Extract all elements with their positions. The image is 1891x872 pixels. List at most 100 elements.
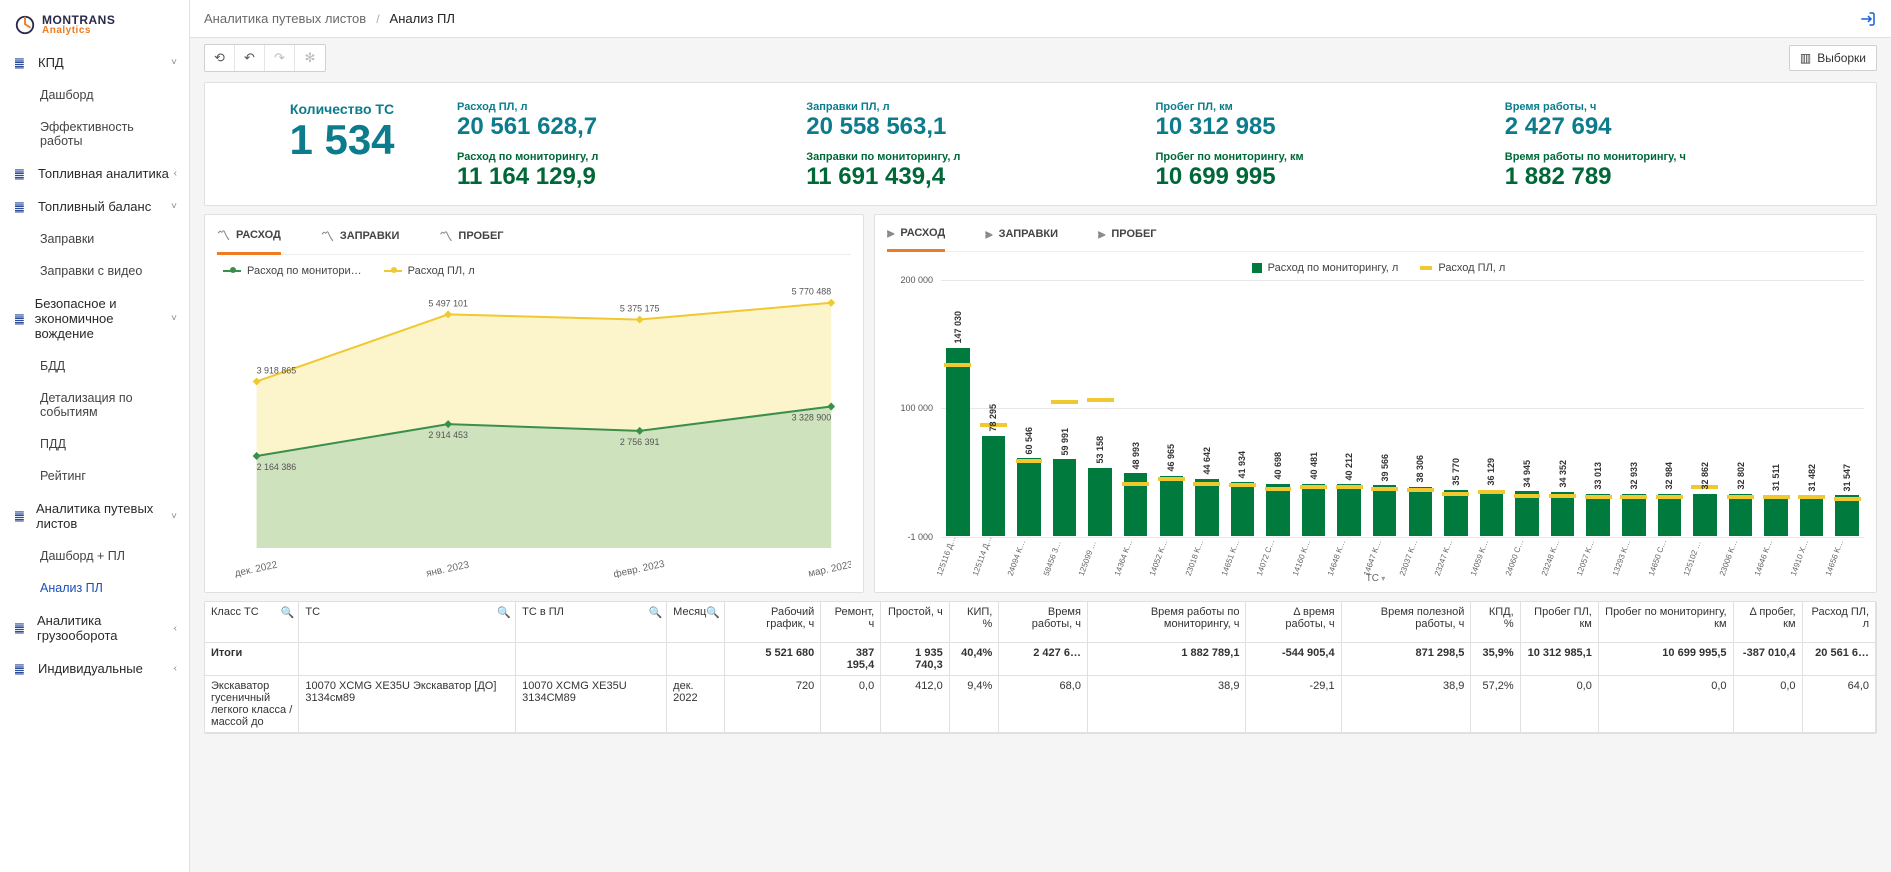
legend-item[interactable]: Расход по монитори…	[223, 265, 362, 277]
bar[interactable]	[1622, 494, 1646, 536]
nav-item[interactable]: Дашборд + ПЛ	[0, 540, 189, 572]
table-header[interactable]: Месяц🔍	[667, 602, 725, 642]
search-icon[interactable]: 🔍	[648, 606, 662, 619]
nav-item[interactable]: ПДД	[0, 428, 189, 460]
bar[interactable]	[1195, 479, 1219, 536]
tool-settings-icon[interactable]: ✻	[295, 45, 325, 71]
nav-item[interactable]: Дашборд	[0, 79, 189, 111]
bar[interactable]	[1373, 485, 1397, 536]
bar[interactable]	[1480, 490, 1504, 536]
table-header[interactable]: Ремонт, ч	[821, 602, 881, 642]
breadcrumb-parent[interactable]: Аналитика путевых листов	[204, 11, 366, 26]
bar[interactable]	[1409, 487, 1433, 536]
bar-mark[interactable]	[1051, 400, 1078, 404]
nav-item[interactable]: Рейтинг	[0, 460, 189, 492]
chart-tab[interactable]: ⫸ПРОБЕГ	[1098, 223, 1156, 251]
table-header[interactable]: Класс ТС🔍	[205, 602, 299, 642]
nav-item[interactable]: Заправки с видео	[0, 255, 189, 287]
bar[interactable]	[1053, 459, 1077, 536]
bar-mark[interactable]	[1193, 482, 1220, 486]
bar-mark[interactable]	[1514, 494, 1541, 498]
table-header[interactable]: Δ пробег, км	[1733, 602, 1802, 642]
bar[interactable]	[1017, 458, 1041, 535]
bar-mark[interactable]	[1585, 495, 1612, 499]
table-header[interactable]: Время работы по мониторингу, ч	[1087, 602, 1246, 642]
nav-section[interactable]: ䷀ КПД ˅	[0, 46, 189, 79]
bar[interactable]	[1444, 490, 1468, 536]
table-header[interactable]: Δ время работы, ч	[1246, 602, 1341, 642]
nav-item[interactable]: Заправки	[0, 223, 189, 255]
table-header[interactable]: Время работы, ч	[999, 602, 1088, 642]
bar[interactable]	[1729, 494, 1753, 536]
bar[interactable]	[1515, 491, 1539, 536]
bar[interactable]	[1800, 495, 1824, 535]
table-header[interactable]: Простой, ч	[881, 602, 949, 642]
bar[interactable]	[1302, 484, 1326, 536]
search-icon[interactable]: 🔍	[281, 606, 295, 619]
bar-mark[interactable]	[1407, 488, 1434, 492]
table-header[interactable]: Расход ПЛ, л	[1802, 602, 1875, 642]
table-header[interactable]: ТС в ПЛ🔍	[516, 602, 667, 642]
chart-tab[interactable]: ⫸ЗАПРАВКИ	[985, 223, 1058, 251]
bar[interactable]	[1551, 492, 1575, 536]
bar[interactable]	[1658, 494, 1682, 536]
bar[interactable]	[1693, 494, 1717, 536]
bar-mark[interactable]	[1834, 497, 1861, 501]
nav-item[interactable]: Анализ ПЛ	[0, 572, 189, 604]
nav-section[interactable]: ䷀ Топливный баланс ˅	[0, 190, 189, 223]
bar-mark[interactable]	[1798, 495, 1825, 499]
nav-item[interactable]: БДД	[0, 350, 189, 382]
logout-icon[interactable]	[1859, 10, 1877, 28]
bar-mark[interactable]	[1300, 485, 1327, 489]
bar-mark[interactable]	[1265, 487, 1292, 491]
bar-mark[interactable]	[1727, 495, 1754, 499]
bar[interactable]	[1231, 482, 1255, 536]
bar-mark[interactable]	[1371, 487, 1398, 491]
bar-mark[interactable]	[1656, 495, 1683, 499]
bar[interactable]	[1088, 468, 1112, 536]
bar[interactable]	[1266, 484, 1290, 536]
legend-item[interactable]: Расход ПЛ, л	[1420, 262, 1505, 274]
bar-mark[interactable]	[1763, 495, 1790, 499]
bar[interactable]	[1835, 495, 1859, 535]
tool-refresh-icon[interactable]: ⟲	[205, 45, 235, 71]
chart-tab[interactable]: ⫸РАСХОД	[887, 223, 945, 252]
nav-item[interactable]: Детализация по событиям	[0, 382, 189, 428]
nav-section[interactable]: ䷀ Индивидуальные ‹	[0, 652, 189, 685]
bar[interactable]	[1337, 484, 1361, 535]
search-icon[interactable]: 🔍	[497, 606, 511, 619]
samples-button[interactable]: ▥ Выборки	[1789, 45, 1877, 71]
tool-redo-icon[interactable]: ↷	[265, 45, 295, 71]
table-header[interactable]: Пробег ПЛ, км	[1520, 602, 1598, 642]
bar-mark[interactable]	[1549, 494, 1576, 498]
bar[interactable]	[1586, 494, 1610, 536]
nav-section[interactable]: ䷀ Безопасное и экономичное вождение ˅	[0, 287, 189, 350]
chart-tab[interactable]: 〽ПРОБЕГ	[439, 223, 503, 254]
nav-item[interactable]: Эффективность работы	[0, 111, 189, 157]
bar-mark[interactable]	[1442, 492, 1469, 496]
search-icon[interactable]: 🔍	[706, 606, 720, 619]
nav-section[interactable]: ䷀ Аналитика путевых листов ˅	[0, 492, 189, 540]
nav-section[interactable]: ䷀ Аналитика грузооборота ‹	[0, 604, 189, 652]
bar-mark[interactable]	[1620, 495, 1647, 499]
table-header[interactable]: КПД, %	[1471, 602, 1520, 642]
legend-item[interactable]: Расход ПЛ, л	[384, 265, 475, 277]
tool-undo-icon[interactable]: ↶	[235, 45, 265, 71]
bar-mark[interactable]	[1122, 482, 1149, 486]
table-header[interactable]: Пробег по мониторингу, км	[1598, 602, 1733, 642]
chart-tab[interactable]: 〽ЗАПРАВКИ	[321, 223, 400, 254]
chart-tab[interactable]: 〽РАСХОД	[217, 223, 281, 255]
table-header[interactable]: Рабочий график, ч	[724, 602, 820, 642]
bar-mark[interactable]	[1336, 485, 1363, 489]
bar-mark[interactable]	[1158, 477, 1185, 481]
bar[interactable]	[1764, 495, 1788, 535]
bar[interactable]	[1160, 476, 1184, 536]
table-header[interactable]: Время полезной работы, ч	[1341, 602, 1471, 642]
table-header[interactable]: ТС🔍	[299, 602, 516, 642]
nav-section[interactable]: ䷀ Топливная аналитика ‹	[0, 157, 189, 190]
bar-mark[interactable]	[1016, 459, 1043, 463]
bar-mark[interactable]	[1229, 483, 1256, 487]
bar[interactable]	[982, 436, 1006, 536]
bar[interactable]	[946, 348, 970, 536]
bar-mark[interactable]	[1478, 490, 1505, 494]
